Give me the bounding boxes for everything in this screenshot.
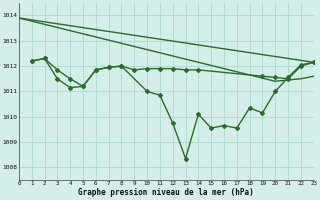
X-axis label: Graphe pression niveau de la mer (hPa): Graphe pression niveau de la mer (hPa) [78,188,254,197]
